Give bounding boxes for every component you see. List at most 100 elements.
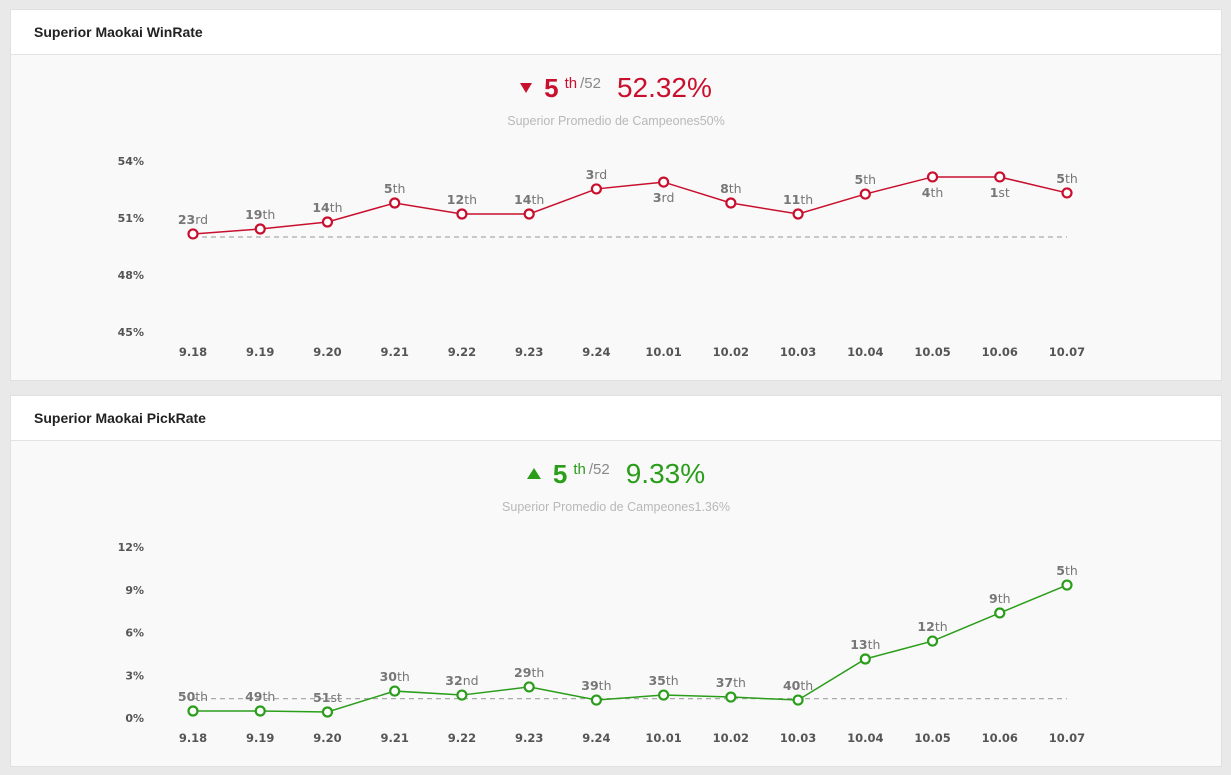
y-tick-label: 6%: [125, 627, 144, 640]
rank-label: 13th: [850, 637, 880, 652]
x-tick-label: 9.22: [448, 345, 476, 359]
triangle-up-icon: [526, 468, 541, 479]
data-point[interactable]: [456, 689, 468, 701]
x-tick-label: 10.04: [847, 731, 883, 745]
data-point[interactable]: [658, 689, 670, 701]
data-point[interactable]: [792, 208, 804, 220]
rank-label: 35th: [648, 673, 678, 688]
data-point[interactable]: [523, 208, 535, 220]
pickrate-panel: Superior Maokai PickRate 5 th /52 9.33% …: [10, 395, 1222, 767]
rank-label: 5th: [1056, 563, 1078, 578]
data-point[interactable]: [187, 228, 199, 240]
x-tick-label: 9.21: [381, 731, 409, 745]
y-tick-label: 48%: [118, 269, 144, 282]
x-tick-label: 9.18: [179, 345, 207, 359]
y-tick-label: 12%: [118, 541, 144, 554]
data-point[interactable]: [994, 171, 1006, 183]
rank-label: 19th: [245, 207, 275, 222]
data-point[interactable]: [859, 188, 871, 200]
series-line: [193, 584, 1068, 713]
x-tick-label: 10.02: [713, 345, 749, 359]
y-tick-label: 9%: [125, 584, 144, 597]
rank-label: 5th: [855, 172, 877, 187]
triangle-down-icon: [520, 83, 533, 93]
x-tick-label: 9.18: [179, 731, 207, 745]
x-tick-label: 10.06: [982, 731, 1018, 745]
y-tick-label: 0%: [125, 712, 144, 725]
rank-label: 8th: [720, 181, 742, 196]
x-tick-label: 9.24: [582, 731, 610, 745]
pickrate-value: 9.33%: [625, 458, 706, 489]
rank-label: 50th: [178, 689, 208, 704]
x-tick-label: 9.20: [313, 345, 341, 359]
data-point[interactable]: [187, 705, 199, 717]
x-tick-label: 9.21: [381, 345, 409, 359]
x-tick-label: 10.05: [914, 731, 950, 745]
data-point[interactable]: [321, 216, 334, 228]
rank-label: 39th: [581, 678, 611, 693]
winrate-rank: 5: [544, 73, 559, 103]
rank-label: 11th: [783, 192, 813, 207]
x-tick-label: 10.04: [847, 345, 883, 359]
data-point[interactable]: [1061, 579, 1073, 591]
winrate-rank-total: /52: [580, 75, 601, 92]
data-point[interactable]: [523, 681, 535, 693]
winrate-value: 52.32%: [616, 72, 712, 103]
rank-label: 1st: [990, 185, 1010, 200]
x-tick-label: 9.19: [246, 345, 274, 359]
winrate-average-text: Superior Promedio de Campeones50%: [507, 114, 725, 128]
data-point[interactable]: [725, 197, 737, 209]
rank-label: 3rd: [653, 190, 675, 205]
pickrate-rank-suffix: th: [573, 461, 586, 478]
winrate-chart: 54% 51% 48% 45% 9.18 9.19 9.20 9.21 9.22 9.23 9.24…: [118, 155, 1086, 359]
winrate-panel-header: Superior Maokai WinRate: [11, 10, 1221, 55]
data-point[interactable]: [254, 223, 266, 235]
rank-label: 51st: [313, 690, 342, 705]
x-tick-label: 10.03: [780, 345, 816, 359]
winrate-panel: Superior Maokai WinRate 5 th /52 52.32% …: [10, 9, 1222, 381]
x-tick-label: 10.01: [645, 731, 681, 745]
y-tick-label: 51%: [118, 212, 144, 225]
data-point[interactable]: [456, 208, 468, 220]
data-point[interactable]: [590, 694, 602, 706]
rank-label: 9th: [989, 591, 1011, 606]
data-point[interactable]: [926, 171, 939, 183]
x-tick-label: 9.24: [582, 345, 610, 359]
rank-label: 29th: [514, 665, 544, 680]
y-tick-label: 3%: [125, 669, 144, 682]
data-point[interactable]: [1061, 187, 1073, 199]
x-tick-label: 10.07: [1049, 731, 1085, 745]
winrate-summary: 5 th /52 52.32%: [11, 72, 1221, 104]
x-tick-label: 9.20: [313, 731, 341, 745]
rank-label: 3rd: [586, 167, 608, 182]
rank-label: 14th: [312, 200, 342, 215]
data-point[interactable]: [389, 685, 401, 697]
rank-label: 12th: [447, 192, 477, 207]
x-tick-label: 10.05: [914, 345, 950, 359]
rank-label: 12th: [917, 619, 947, 634]
x-tick-label: 10.03: [780, 731, 816, 745]
pickrate-rank: 5: [552, 459, 568, 489]
y-tick-label: 45%: [118, 326, 144, 339]
rank-label: 32nd: [445, 673, 478, 688]
rank-label: 5th: [384, 181, 406, 196]
series-line: [192, 176, 1068, 235]
data-point[interactable]: [994, 607, 1006, 619]
data-point[interactable]: [792, 694, 804, 706]
data-point[interactable]: [658, 176, 670, 188]
data-point[interactable]: [926, 635, 939, 647]
y-tick-label: 54%: [118, 155, 144, 168]
x-tick-label: 9.23: [515, 345, 543, 359]
x-tick-label: 10.07: [1049, 345, 1085, 359]
data-point[interactable]: [389, 197, 401, 209]
data-point[interactable]: [321, 706, 334, 718]
data-point[interactable]: [590, 183, 602, 195]
pickrate-chart: 12% 9% 6% 3% 0% 9.18 9.19 9.20 9.21 9.22 9.23 9.24 1…: [118, 541, 1086, 745]
data-point[interactable]: [859, 653, 871, 665]
rank-label: 37th: [716, 675, 746, 690]
rank-label: 14th: [514, 192, 544, 207]
data-point[interactable]: [254, 705, 266, 717]
pickrate-average-text: Superior Promedio de Campeones1.36%: [502, 500, 730, 514]
winrate-rank-suffix: th: [564, 75, 578, 92]
data-point[interactable]: [725, 691, 737, 703]
